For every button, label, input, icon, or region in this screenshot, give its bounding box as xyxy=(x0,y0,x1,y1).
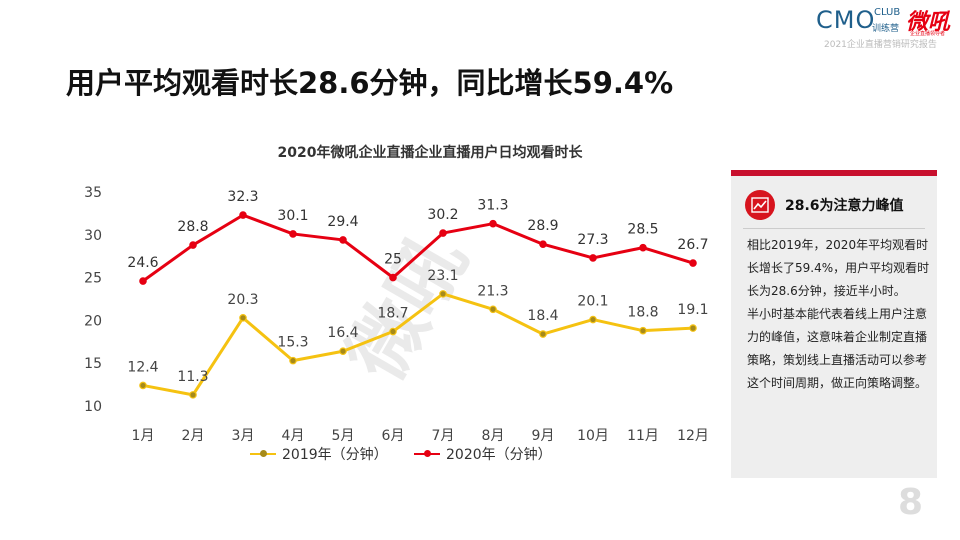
data-label: 30.1 xyxy=(277,208,308,224)
x-tick-label: 12月 xyxy=(677,428,709,444)
data-point xyxy=(689,259,697,267)
y-tick-label: 15 xyxy=(84,356,102,372)
data-label: 18.4 xyxy=(527,308,558,324)
x-tick-label: 5月 xyxy=(332,428,355,444)
y-axis: 10 15 20 25 30 35 xyxy=(84,185,102,415)
x-tick-label: 7月 xyxy=(432,428,455,444)
data-label: 28.8 xyxy=(177,219,208,235)
x-tick-label: 1月 xyxy=(132,428,155,444)
page-title: 用户平均观看时长28.6分钟，同比增长59.4% xyxy=(66,66,674,100)
data-point xyxy=(189,391,197,399)
trend-chart-icon xyxy=(745,190,775,220)
data-point xyxy=(139,277,147,285)
data-point xyxy=(289,356,297,365)
y-tick-label: 20 xyxy=(84,313,102,329)
data-label: 21.3 xyxy=(477,283,508,299)
brand-logo: CMO CLUB 训练营 微吼 企业直播领导者 2021企业直播营销研究报告 xyxy=(790,4,956,50)
data-label: 27.3 xyxy=(577,232,608,248)
legend-label-2020: 2020年（分钟） xyxy=(446,447,552,463)
series-line-0 xyxy=(142,292,694,397)
data-label: 20.3 xyxy=(227,292,258,308)
data-point xyxy=(439,290,447,298)
data-point xyxy=(689,324,697,332)
data-label: 29.4 xyxy=(327,214,358,230)
data-label: 16.4 xyxy=(327,325,358,341)
y-tick-label: 25 xyxy=(84,271,102,287)
legend-marker-2020 xyxy=(424,450,431,457)
data-point xyxy=(589,254,597,262)
panel-divider xyxy=(743,228,925,229)
data-label: 26.7 xyxy=(677,237,708,253)
data-label: 11.3 xyxy=(177,369,208,385)
data-point xyxy=(239,314,247,322)
data-point xyxy=(639,243,647,252)
data-point xyxy=(189,241,197,249)
page-number: 8 xyxy=(898,482,924,523)
data-point xyxy=(639,326,647,335)
x-tick-label: 3月 xyxy=(232,428,255,444)
data-label: 15.3 xyxy=(277,335,308,351)
data-label: 32.3 xyxy=(227,189,258,205)
chart-title: 2020年微吼企业直播企业直播用户日均观看时长 xyxy=(277,145,583,161)
data-label: 28.9 xyxy=(527,218,558,234)
data-label: 18.8 xyxy=(627,305,658,321)
logo-club-text: CLUB xyxy=(874,7,901,18)
data-point xyxy=(339,347,347,356)
series-line-1 xyxy=(142,213,694,283)
data-point xyxy=(139,381,147,390)
data-label: 19.1 xyxy=(677,302,708,318)
data-label: 24.6 xyxy=(127,255,158,271)
x-axis: 1月 2月 3月 4月 5月 6月 7月 8月 9月 10月 11月 12月 xyxy=(132,428,709,444)
x-tick-label: 11月 xyxy=(627,428,659,444)
data-label: 12.4 xyxy=(127,359,158,375)
data-point xyxy=(539,240,547,249)
x-tick-label: 2月 xyxy=(182,428,205,444)
data-point xyxy=(289,230,297,238)
data-label: 28.5 xyxy=(627,222,658,238)
series-labels: 12.4 11.3 20.3 15.3 16.4 18.7 23.1 21.3 18.4 20.1… xyxy=(127,189,708,385)
legend-label-2019: 2019年（分钟） xyxy=(282,447,388,463)
data-point xyxy=(489,219,497,228)
data-label: 30.2 xyxy=(427,207,458,223)
logo-camp-text: 训练营 xyxy=(872,24,900,34)
panel-accent-bar xyxy=(731,170,937,176)
data-label: 23.1 xyxy=(427,268,458,284)
y-tick-label: 30 xyxy=(84,228,102,244)
report-caption: 2021企业直播营销研究报告 xyxy=(824,40,937,50)
insight-panel: 28.6为注意力峰值 相比2019年，2020年平均观看时长增长了59.4%，用… xyxy=(731,170,937,478)
data-label: 20.1 xyxy=(577,294,608,310)
series-lines xyxy=(142,213,694,397)
data-point xyxy=(389,327,397,336)
x-tick-label: 8月 xyxy=(482,428,505,444)
legend-marker-2019 xyxy=(260,450,267,457)
logo-partner-text: 微吼 xyxy=(906,10,951,35)
panel-paragraph-2: 半小时基本能代表着线上用户注意力的峰值，这意味着企业制定直播策略，策划线上直播活… xyxy=(747,307,928,390)
logo-partner-sub: 企业直播领导者 xyxy=(910,31,946,37)
panel-paragraph-1: 相比2019年，2020年平均观看时长增长了59.4%，用户平均观看时长为28.… xyxy=(747,238,930,298)
x-tick-label: 9月 xyxy=(532,428,555,444)
logo-cmo-text: CMO xyxy=(816,6,876,34)
data-point xyxy=(589,315,597,324)
data-point xyxy=(539,330,547,338)
panel-body: 相比2019年，2020年平均观看时长增长了59.4%，用户平均观看时长为28.… xyxy=(747,234,931,395)
x-tick-label: 6月 xyxy=(382,428,405,444)
y-tick-label: 35 xyxy=(84,185,102,201)
series-points xyxy=(139,211,697,399)
data-label: 18.7 xyxy=(377,306,408,322)
data-label: 31.3 xyxy=(477,198,508,214)
x-tick-label: 10月 xyxy=(577,428,609,444)
x-tick-label: 4月 xyxy=(282,428,305,444)
data-point xyxy=(239,211,247,219)
data-point xyxy=(489,305,497,314)
data-point xyxy=(339,236,347,244)
data-point xyxy=(439,229,447,237)
y-tick-label: 10 xyxy=(84,399,102,415)
data-point xyxy=(389,273,397,282)
panel-heading: 28.6为注意力峰值 xyxy=(785,198,904,214)
data-label: 25 xyxy=(384,252,402,268)
